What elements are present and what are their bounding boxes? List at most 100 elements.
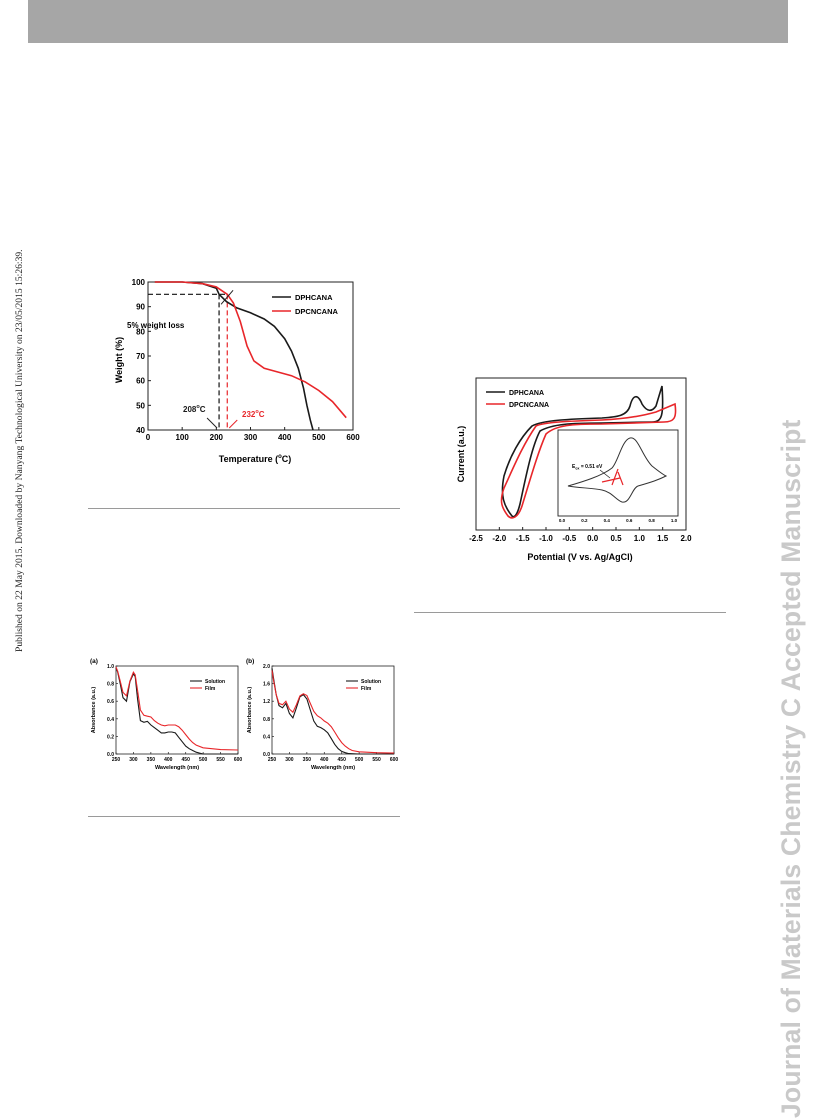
cv-inset-curve-black	[567, 437, 668, 503]
cv-series	[500, 385, 677, 519]
cv-xtick-label: -1.5	[516, 534, 530, 543]
tga-tick-labels: 0 100 200 300 400 500 600 40 50 60 70 80 90 100	[132, 278, 361, 442]
abs-b-xtick-label: 400	[320, 757, 329, 763]
figure-rule-bottom	[88, 816, 400, 817]
abs-b-xtick-label: 350	[303, 757, 312, 763]
tga-arrow-t2	[228, 419, 238, 429]
abs-a-ytick-label: 1.0	[107, 664, 114, 670]
tga-arrow-t1	[206, 417, 218, 429]
cv-inset-xtick-label: 1.0	[671, 518, 678, 523]
top-header-bar	[28, 0, 788, 43]
cv-xtick-label: 2.0	[680, 534, 692, 543]
tga-axes	[147, 281, 354, 431]
abs-b-ytick-label: 1.2	[263, 699, 270, 705]
absorbance-chart-a: (a) 250 300 350 400 450 500 550 600 0.0 0.2 0.4 0.6 0…	[90, 658, 243, 771]
cv-xtick-label: -2.0	[492, 534, 506, 543]
abs-b-ylabel: Absorbance (a.u.)	[247, 687, 253, 734]
abs-b-ytick-label: 0.8	[263, 717, 270, 723]
cv-legend-dphcana: DPHCANA	[509, 390, 544, 397]
tga-legend: DPHCANA DPCNCANA	[272, 293, 339, 316]
cv-inset-xtick-label: 0.0	[559, 518, 566, 523]
tga-ytick-label: 80	[136, 327, 145, 336]
abs-a-legend-film: Film	[205, 686, 216, 692]
cv-chart: -2.5 -2.0 -1.5 -1.0 -0.5 0.0 0.5 1.0 1.5 2.0 Eox …	[456, 377, 692, 562]
abs-b-xtick-label: 500	[355, 757, 364, 763]
abs-a-ytick-label: 0.8	[107, 682, 114, 688]
cv-xtick-label: 1.5	[657, 534, 669, 543]
tga-line-dphcana	[154, 281, 314, 431]
tga-xtick-label: 500	[312, 433, 326, 442]
abs-b-plot-frame	[271, 665, 395, 755]
abs-a-xtick-label: 550	[216, 757, 225, 763]
cv-legend-dpcncana: DPCNCANA	[509, 402, 549, 409]
cv-inset-tick-labels: 0.0 0.2 0.4 0.6 0.8 1.0	[559, 518, 678, 523]
cv-tick-labels: -2.5 -2.0 -1.5 -1.0 -0.5 0.0 0.5 1.0 1.5 2.0	[469, 527, 692, 543]
figure-rule-right	[414, 612, 726, 613]
absorbance-chart-b: (b) 250 300 350 400 450 500 550 600 0.0 0.4 0.8 1.2 1…	[246, 658, 399, 771]
abs-b-ytick-label: 0.0	[263, 752, 270, 758]
abs-b-legend-film: Film	[361, 686, 372, 692]
abs-a-line-film	[115, 666, 239, 751]
cv-xtick-label: -0.5	[562, 534, 576, 543]
cv-xtick-label: -2.5	[469, 534, 483, 543]
cv-xlabel: Potential (V vs. Ag/AgCl)	[527, 552, 632, 562]
cv-inset: Eox = 0.51 eV 0.0 0.2 0.4 0.6 0.8 1.0	[557, 429, 679, 523]
tga-line-dpcncana	[154, 281, 347, 419]
tga-annotation-weight-loss: 5% weight loss	[127, 321, 185, 330]
cv-xtick-label: 0.5	[610, 534, 622, 543]
abs-b-line-solution	[271, 668, 394, 755]
abs-a-ytick-label: 0.2	[107, 734, 114, 740]
tga-ylabel: Weight (%)	[114, 337, 124, 383]
publication-note: Published on 22 May 2015. Downloaded by …	[14, 249, 25, 652]
cv-curve-dphcana	[501, 385, 664, 518]
tga-xtick-label: 600	[346, 433, 360, 442]
cv-curve-dpcncana	[500, 402, 677, 519]
tga-annotations: 5% weight loss 208oC 232oC	[127, 321, 265, 419]
abs-b-xtick-label: 600	[390, 757, 399, 763]
tga-xlabel: Temperature (oC)	[219, 454, 292, 464]
cv-inset-annotation: Eox = 0.51 eV	[572, 464, 603, 471]
figure-rule	[88, 508, 400, 509]
abs-a-xtick-label: 600	[234, 757, 243, 763]
cv-inset-xtick-label: 0.8	[648, 518, 655, 523]
cv-inset-arrow	[599, 469, 611, 479]
tga-ytick-label: 60	[136, 377, 145, 386]
abs-b-legend-solution: Solution	[361, 679, 381, 685]
cv-inset-xtick-label: 0.4	[604, 518, 611, 523]
tga-xtick-label: 300	[244, 433, 258, 442]
cv-xtick-label: 0.0	[587, 534, 599, 543]
abs-b-xtick-label: 250	[268, 757, 277, 763]
abs-a-xlabel: Wavelength (nm)	[155, 765, 199, 771]
cv-ylabel: Current (a.u.)	[456, 426, 466, 483]
abs-a-plot-frame	[115, 665, 239, 755]
tga-xtick-label: 0	[146, 433, 151, 442]
tga-ytick-label: 90	[136, 303, 145, 312]
tga-legend-dphcana: DPHCANA	[295, 293, 333, 302]
abs-b-xlabel: Wavelength (nm)	[311, 765, 355, 771]
abs-a-xtick-label: 500	[199, 757, 208, 763]
cv-inset-xtick-label: 0.6	[626, 518, 633, 523]
tga-xtick-label: 400	[278, 433, 292, 442]
cv-legend: DPHCANA DPCNCANA	[486, 390, 549, 409]
abs-a-ytick-label: 0.6	[107, 699, 114, 705]
abs-b-xtick-label: 550	[372, 757, 381, 763]
abs-a-ytick-label: 0.0	[107, 752, 114, 758]
tga-ytick-label: 40	[136, 426, 145, 435]
cv-inset-onset-red	[601, 468, 624, 486]
tga-chart: 0 100 200 300 400 500 600 40 50 60 70 80 90 100 5% we…	[114, 278, 361, 464]
tga-legend-dpcncana: DPCNCANA	[295, 307, 339, 316]
abs-b-panel-label: (b)	[246, 658, 254, 665]
journal-watermark: Journal of Materials Chemistry C Accepte…	[776, 419, 806, 1118]
tga-ytick-label: 70	[136, 352, 145, 361]
tga-plot-frame	[147, 281, 354, 431]
abs-a-xtick-label: 350	[147, 757, 156, 763]
abs-b-ytick-label: 1.6	[263, 682, 270, 688]
tga-arrow-loss	[220, 290, 234, 305]
cv-xtick-label: 1.0	[634, 534, 646, 543]
abs-b-line-film	[271, 670, 395, 754]
tga-annotation-t2: 232oC	[242, 409, 265, 419]
tga-xtick-label: 100	[175, 433, 189, 442]
cv-plot-frame	[475, 377, 687, 531]
abs-a-xtick-label: 450	[182, 757, 191, 763]
abs-a-ytick-label: 0.4	[107, 717, 114, 723]
